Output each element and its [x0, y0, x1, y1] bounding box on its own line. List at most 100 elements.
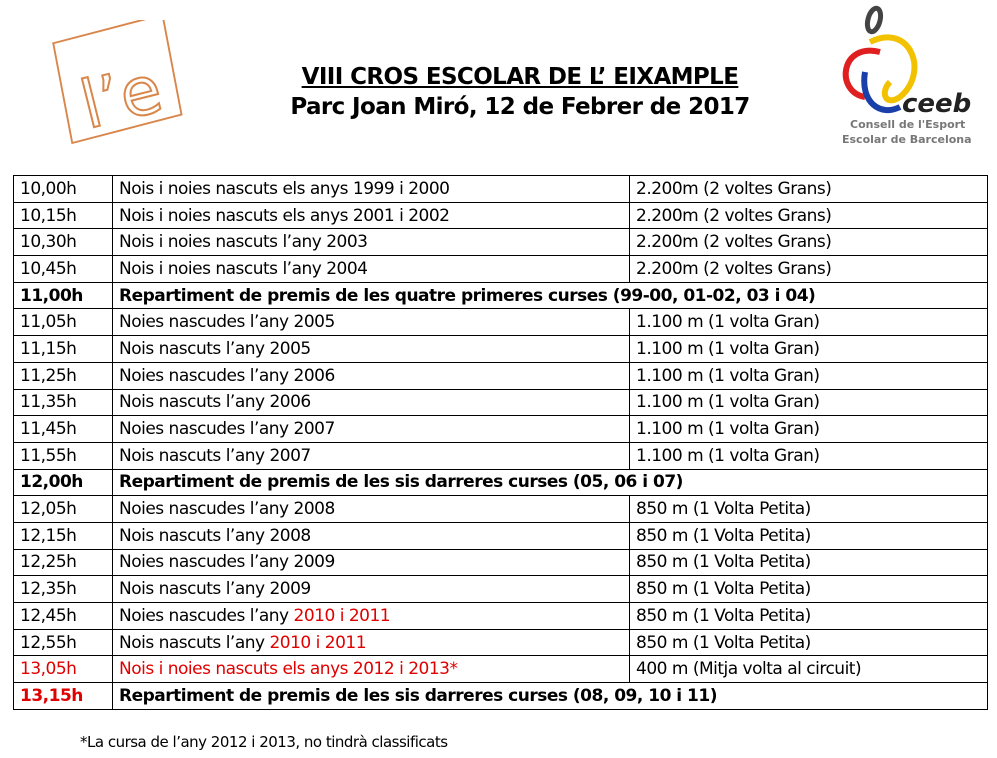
- category-cell: Nois nascuts l’any 2010 i 2011: [112, 628, 630, 657]
- svg-text:l’e: l’e: [73, 50, 169, 144]
- category-text: Nois i noies nascuts l’any 2004: [119, 258, 368, 279]
- page-title: VIII CROS ESCOLAR DE L’ EIXAMPLE Parc Jo…: [200, 62, 840, 122]
- race-row: 12,15h Nois nascuts l’any 2008 850 m (1 Vo…: [13, 521, 988, 550]
- race-row: 11,55h Nois nascuts l’any 2007 1.100 m (1 …: [13, 441, 988, 470]
- award-row: 13,15h Repartiment de premis de les sis d…: [13, 682, 988, 710]
- distance-cell: 850 m (1 Volta Petita): [629, 548, 988, 577]
- category-text: Nois nascuts l’any 2008: [119, 525, 311, 546]
- race-row: 11,05h Noies nascudes l’any 2005 1.100 m (…: [13, 308, 988, 337]
- time-cell: 12,00h: [13, 468, 113, 497]
- time-cell: 12,25h: [13, 548, 113, 577]
- footnote: *La cursa de l’any 2012 i 2013, no tindr…: [80, 733, 448, 751]
- time-cell: 11,15h: [13, 335, 113, 363]
- ceeb-logo: ceeb Consell de l'Esport Escolar de Barc…: [810, 2, 990, 150]
- award-cell: Repartiment de premis de les sis darrere…: [112, 468, 988, 497]
- category-cell: Nois i noies nascuts l’any 2003: [112, 228, 630, 257]
- race-row: 11,25h Noies nascudes l’any 2006 1.100 m (…: [13, 361, 988, 390]
- time-cell: 12,45h: [13, 602, 113, 630]
- race-row: 11,45h Noies nascudes l’any 2007 1.100 m (…: [13, 415, 988, 443]
- category-cell: Noies nascudes l’any 2010 i 2011: [112, 602, 630, 630]
- race-row: 12,55h Nois nascuts l’any 2010 i 2011 850 …: [13, 628, 988, 657]
- schedule-table: 10,00h Nois i noies nascuts els anys 1999…: [13, 175, 988, 710]
- distance-cell: 400 m (Mitja volta al circuit): [629, 655, 988, 684]
- race-row: 10,15h Nois i noies nascuts els anys 2001…: [13, 201, 988, 230]
- distance-cell: 1.100 m (1 volta Gran): [629, 415, 988, 443]
- distance-cell: 1.100 m (1 volta Gran): [629, 335, 988, 363]
- event-subtitle: Parc Joan Miró, 12 de Febrer de 2017: [290, 94, 750, 120]
- category-text: Noies nascudes l’any: [119, 605, 294, 626]
- time-cell: 10,30h: [13, 228, 113, 257]
- category-text: Noies nascudes l’any 2008: [119, 499, 335, 520]
- svg-text:Consell de l'Esport: Consell de l'Esport: [850, 118, 965, 131]
- category-text: Nois i noies nascuts els anys 2001 i 200…: [119, 205, 450, 226]
- time-cell: 10,45h: [13, 255, 113, 283]
- category-text: Noies nascudes l’any 2005: [119, 312, 335, 333]
- category-cell: Nois i noies nascuts els anys 2012 i 201…: [112, 655, 630, 684]
- race-row: 10,00h Nois i noies nascuts els anys 1999…: [13, 175, 988, 203]
- category-text: Nois i noies nascuts l’any 2003: [119, 232, 368, 253]
- distance-cell: 850 m (1 Volta Petita): [629, 495, 988, 523]
- time-cell: 11,25h: [13, 361, 113, 390]
- time-cell: 12,05h: [13, 495, 113, 523]
- distance-cell: 1.100 m (1 volta Gran): [629, 361, 988, 390]
- time-cell: 11,35h: [13, 388, 113, 417]
- category-cell: Nois nascuts l’any 2007: [112, 441, 630, 470]
- time-cell: 12,15h: [13, 521, 113, 550]
- category-cell: Noies nascudes l’any 2006: [112, 361, 630, 390]
- category-cell: Nois nascuts l’any 2006: [112, 388, 630, 417]
- distance-cell: 850 m (1 Volta Petita): [629, 521, 988, 550]
- race-row: 10,30h Nois i noies nascuts l’any 2003 2.2…: [13, 228, 988, 257]
- category-cell: Nois i noies nascuts l’any 2004: [112, 255, 630, 283]
- distance-cell: 2.200m (2 voltes Grans): [629, 201, 988, 230]
- race-row: 12,25h Noies nascudes l’any 2009 850 m (1 …: [13, 548, 988, 577]
- time-cell: 10,00h: [13, 175, 113, 203]
- award-cell: Repartiment de premis de les sis darrere…: [112, 682, 988, 710]
- time-cell: 12,55h: [13, 628, 113, 657]
- race-row: 11,35h Nois nascuts l’any 2006 1.100 m (1 …: [13, 388, 988, 417]
- time-cell: 11,00h: [13, 281, 113, 310]
- category-text: Nois nascuts l’any 2009: [119, 579, 311, 600]
- race-row: 12,05h Noies nascudes l’any 2008 850 m (1 …: [13, 495, 988, 523]
- award-cell: Repartiment de premis de les quatre prim…: [112, 281, 988, 310]
- award-row: 12,00h Repartiment de premis de les sis d…: [13, 468, 988, 497]
- time-cell: 11,55h: [13, 441, 113, 470]
- category-text: Noies nascudes l’any 2007: [119, 419, 335, 440]
- category-years-highlight: 2010 i 2011: [293, 605, 391, 626]
- distance-cell: 2.200m (2 voltes Grans): [629, 228, 988, 257]
- time-cell: 10,15h: [13, 201, 113, 230]
- distance-cell: 850 m (1 Volta Petita): [629, 602, 988, 630]
- category-text: Nois i noies nascuts els anys 2012 i 201…: [119, 659, 458, 680]
- category-text: Noies nascudes l’any 2006: [119, 365, 335, 386]
- category-text: Nois nascuts l’any 2006: [119, 392, 311, 413]
- svg-text:ceeb: ceeb: [902, 89, 971, 119]
- award-row: 11,00h Repartiment de premis de les quatr…: [13, 281, 988, 310]
- race-row: 10,45h Nois i noies nascuts l’any 2004 2.2…: [13, 255, 988, 283]
- distance-cell: 2.200m (2 voltes Grans): [629, 255, 988, 283]
- race-row: 13,05h Nois i noies nascuts els anys 2012…: [13, 655, 988, 684]
- time-cell: 13,05h: [13, 655, 113, 684]
- eixample-logo: l’e: [30, 13, 200, 150]
- time-cell: 13,15h: [13, 682, 113, 710]
- svg-text:Escolar de Barcelona: Escolar de Barcelona: [842, 133, 972, 146]
- category-cell: Noies nascudes l’any 2007: [112, 415, 630, 443]
- distance-cell: 1.100 m (1 volta Gran): [629, 441, 988, 470]
- time-cell: 11,45h: [13, 415, 113, 443]
- category-years-highlight: 2010 i 2011: [269, 632, 367, 653]
- category-cell: Nois i noies nascuts els anys 1999 i 200…: [112, 175, 630, 203]
- category-text: Nois nascuts l’any: [119, 632, 270, 653]
- race-row: 11,15h Nois nascuts l’any 2005 1.100 m (1 …: [13, 335, 988, 363]
- category-text: Nois nascuts l’any 2005: [119, 338, 311, 359]
- time-cell: 11,05h: [13, 308, 113, 337]
- distance-cell: 1.100 m (1 volta Gran): [629, 308, 988, 337]
- time-cell: 12,35h: [13, 575, 113, 603]
- category-cell: Noies nascudes l’any 2008: [112, 495, 630, 523]
- distance-cell: 1.100 m (1 volta Gran): [629, 388, 988, 417]
- event-title: VIII CROS ESCOLAR DE L’ EIXAMPLE: [301, 64, 739, 90]
- distance-cell: 850 m (1 Volta Petita): [629, 575, 988, 603]
- category-cell: Noies nascudes l’any 2009: [112, 548, 630, 577]
- category-cell: Nois nascuts l’any 2009: [112, 575, 630, 603]
- category-text: Nois nascuts l’any 2007: [119, 445, 311, 466]
- category-cell: Nois i noies nascuts els anys 2001 i 200…: [112, 201, 630, 230]
- race-row: 12,35h Nois nascuts l’any 2009 850 m (1 Vo…: [13, 575, 988, 603]
- category-cell: Nois nascuts l’any 2008: [112, 521, 630, 550]
